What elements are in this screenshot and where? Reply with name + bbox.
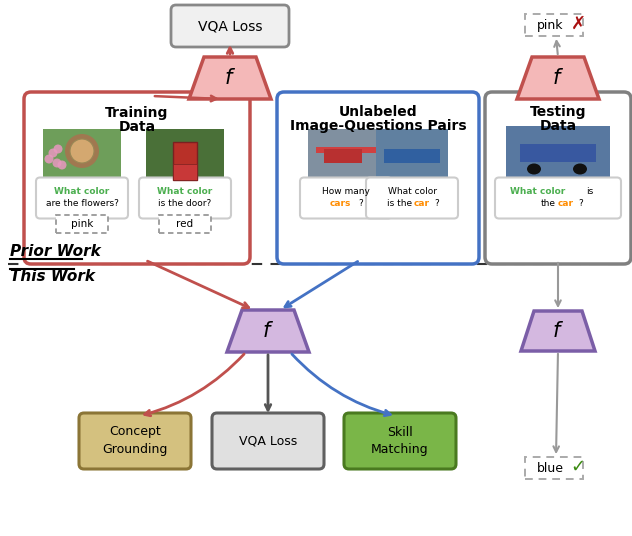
Text: cars: cars — [329, 198, 351, 207]
Text: are the flowers?: are the flowers? — [46, 198, 118, 207]
Circle shape — [65, 134, 99, 168]
Circle shape — [44, 154, 54, 163]
Text: is: is — [586, 187, 593, 196]
Polygon shape — [517, 57, 599, 99]
FancyBboxPatch shape — [485, 92, 631, 264]
Text: car: car — [414, 198, 430, 207]
Bar — [159, 215, 211, 233]
Text: is the: is the — [387, 198, 413, 207]
FancyBboxPatch shape — [36, 177, 128, 219]
Ellipse shape — [573, 163, 587, 175]
Bar — [506, 126, 610, 178]
Text: ✗: ✗ — [571, 15, 586, 33]
Bar — [520, 144, 596, 162]
Text: Matching: Matching — [371, 443, 429, 457]
FancyBboxPatch shape — [277, 92, 479, 264]
FancyBboxPatch shape — [171, 5, 289, 47]
Text: How many: How many — [322, 187, 370, 196]
Text: What color: What color — [511, 187, 566, 196]
Text: What color: What color — [157, 187, 212, 196]
Polygon shape — [227, 310, 309, 352]
Text: pink: pink — [537, 19, 563, 32]
Text: $f$: $f$ — [552, 68, 564, 88]
Text: ?: ? — [358, 198, 363, 207]
Text: What color: What color — [387, 187, 437, 196]
Text: VQA Loss: VQA Loss — [198, 19, 262, 33]
Bar — [525, 457, 583, 479]
Bar — [384, 149, 440, 163]
Text: the: the — [540, 198, 556, 207]
Circle shape — [52, 159, 61, 167]
Text: Skill: Skill — [387, 426, 413, 438]
FancyBboxPatch shape — [344, 413, 456, 469]
Text: pink: pink — [71, 219, 93, 229]
Text: car: car — [558, 198, 574, 207]
Circle shape — [49, 148, 58, 158]
FancyBboxPatch shape — [495, 177, 621, 219]
Circle shape — [70, 139, 94, 163]
Bar — [308, 129, 384, 181]
Bar — [56, 215, 108, 233]
Text: $f$: $f$ — [224, 68, 236, 88]
Bar — [173, 142, 197, 180]
FancyBboxPatch shape — [79, 413, 191, 469]
Bar — [43, 129, 121, 181]
Text: This Work: This Work — [10, 269, 95, 284]
Polygon shape — [189, 57, 271, 99]
Text: Training: Training — [106, 106, 169, 120]
FancyBboxPatch shape — [139, 177, 231, 219]
Text: $f$: $f$ — [262, 321, 274, 341]
Text: ?: ? — [578, 198, 583, 207]
Bar — [316, 147, 376, 153]
Bar — [173, 164, 197, 180]
Text: Concept: Concept — [109, 426, 161, 438]
FancyBboxPatch shape — [300, 177, 392, 219]
Text: $f$: $f$ — [552, 321, 564, 341]
Text: red: red — [176, 219, 193, 229]
Text: is the door?: is the door? — [159, 198, 212, 207]
Text: What color: What color — [54, 187, 109, 196]
Text: Image-Questions Pairs: Image-Questions Pairs — [289, 119, 466, 133]
Ellipse shape — [527, 163, 541, 175]
FancyBboxPatch shape — [24, 92, 250, 264]
Bar — [324, 149, 362, 163]
Text: Grounding: Grounding — [102, 443, 167, 457]
Text: Unlabeled: Unlabeled — [339, 105, 417, 119]
Text: Testing: Testing — [530, 105, 586, 119]
Text: ✓: ✓ — [571, 458, 586, 476]
Text: Data: Data — [540, 119, 576, 133]
Bar — [525, 14, 583, 36]
Text: Data: Data — [118, 120, 155, 134]
Text: blue: blue — [537, 461, 564, 474]
Circle shape — [58, 160, 66, 169]
Bar — [376, 129, 448, 181]
Text: VQA Loss: VQA Loss — [239, 435, 297, 448]
Bar — [146, 129, 224, 181]
Text: ?: ? — [434, 198, 439, 207]
Circle shape — [54, 145, 63, 153]
FancyBboxPatch shape — [212, 413, 324, 469]
Polygon shape — [521, 311, 595, 351]
Text: Prior Work: Prior Work — [10, 244, 100, 259]
FancyBboxPatch shape — [366, 177, 458, 219]
